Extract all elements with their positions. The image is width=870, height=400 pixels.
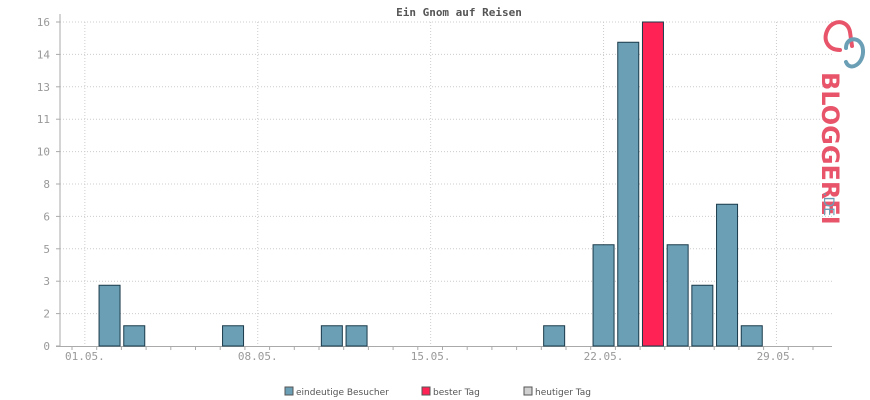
y-axis-tick-labels: 0 2 3 5 6 8 10 11 13 14 16 <box>37 16 51 353</box>
x-tick-label: 22.05. <box>584 350 624 363</box>
bar-02.05. <box>98 284 121 347</box>
x-tick-label: 01.05. <box>65 350 105 363</box>
legend-swatch <box>523 386 533 396</box>
legend: eindeutige Besucher bester Tag heutiger Ta… <box>284 386 591 398</box>
bar-20.05. <box>543 325 566 347</box>
watermark-text: BLOGGEREI <box>816 72 844 225</box>
bloggerei-watermark: BLOGGEREI .DE <box>816 20 865 225</box>
x-tick-label: 29.05. <box>757 350 797 363</box>
y-tick-label: 10 <box>37 146 50 159</box>
watermark-domain: .DE <box>820 192 836 216</box>
y-tick-label: 8 <box>43 178 50 191</box>
chart-title: Ein Gnom auf Reisen <box>396 6 522 19</box>
bar-24.05. <box>641 21 664 347</box>
legend-label: heutiger Tag <box>535 388 591 398</box>
legend-swatch <box>284 386 294 396</box>
bar-22.05. <box>592 244 615 347</box>
bar-03.05. <box>123 325 146 347</box>
legend-swatch <box>421 386 431 396</box>
bar-23.05. <box>617 41 640 347</box>
x-tick-label: 08.05. <box>238 350 278 363</box>
axes <box>56 14 832 350</box>
y-tick-label: 16 <box>37 16 50 29</box>
y-tick-label: 6 <box>43 210 50 223</box>
bar-12.05. <box>345 325 368 347</box>
x-tick-label: 15.05. <box>411 350 451 363</box>
bar-11.05. <box>320 325 343 347</box>
legend-label: eindeutige Besucher <box>296 388 389 398</box>
y-tick-label: 0 <box>43 340 50 353</box>
bloggerei-logo-icon <box>823 20 865 69</box>
bar-07.05. <box>222 325 245 347</box>
y-tick-label: 5 <box>43 243 50 256</box>
legend-label: bester Tag <box>433 388 480 398</box>
x-axis-tick-labels: 01.05. 08.05. 15.05. 22.05. 29.05. <box>65 350 796 363</box>
y-tick-label: 3 <box>43 275 50 288</box>
bar-28.05. <box>740 325 763 347</box>
y-tick-label: 11 <box>37 113 50 126</box>
bar-26.05. <box>691 284 714 347</box>
bars <box>98 21 763 347</box>
y-tick-label: 2 <box>43 308 50 321</box>
bar-25.05. <box>666 244 689 347</box>
y-tick-label: 13 <box>37 81 50 94</box>
y-tick-label: 14 <box>37 48 51 61</box>
bar-27.05. <box>716 203 739 347</box>
